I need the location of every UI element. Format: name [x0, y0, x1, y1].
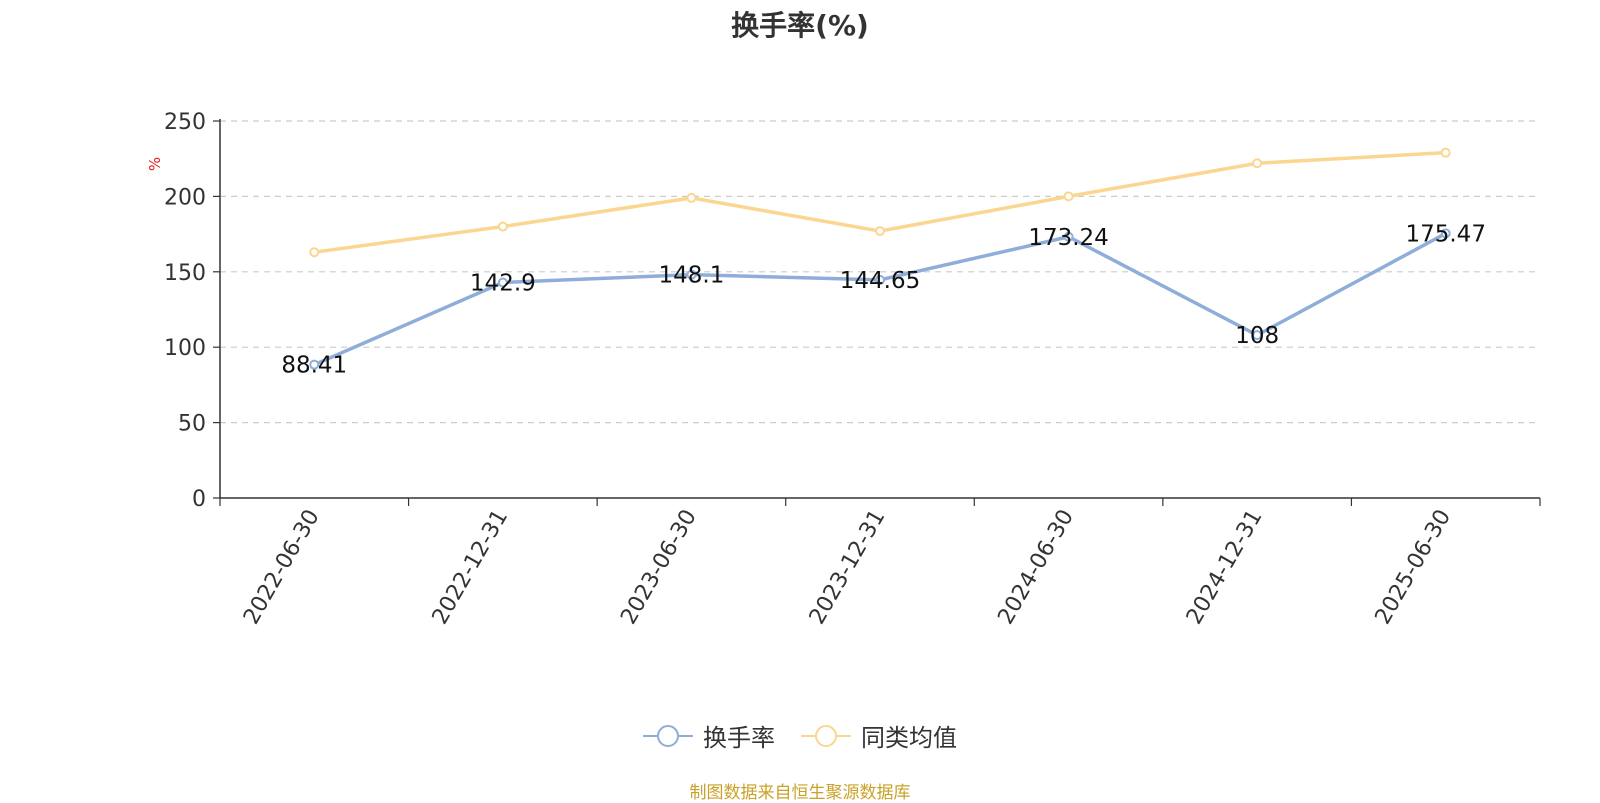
y-tick-label: 50: [178, 412, 206, 437]
data-label: 173.24: [1028, 225, 1108, 251]
data-labels: 88.41 142.9 148.1 144.65 173.24 108 175.47: [281, 221, 1486, 378]
axes: [219, 119, 1540, 499]
legend-marker-turnover: [643, 724, 693, 747]
data-label: 175.47: [1405, 221, 1485, 247]
x-tick-label: 2023-06-30: [616, 506, 702, 629]
legend-label-turnover: 换手率: [703, 724, 775, 752]
data-point-1[interactable]: [1063, 191, 1074, 202]
legend-item-peer-average[interactable]: 同类均值: [801, 718, 957, 753]
x-tick-label: 2023-12-31: [805, 506, 891, 629]
chart-title: 换手率(%): [731, 9, 869, 42]
data-point-1[interactable]: [686, 192, 697, 203]
line-chart: 0 50 100 150 200 250 2022-06-30 2022-12-31 2023…: [146, 110, 1541, 629]
y-axis-label: %: [146, 157, 164, 171]
data-point-0[interactable]: [1440, 228, 1451, 239]
data-point-1[interactable]: [1252, 158, 1263, 169]
x-axis-ticks: 2022-06-30 2022-12-31 2023-06-30 2023-12-31…: [219, 498, 1541, 629]
data-point-0[interactable]: [875, 274, 885, 285]
x-tick-label: 2022-06-30: [239, 506, 325, 629]
y-tick-label: 150: [164, 261, 206, 286]
data-point-0[interactable]: [1252, 330, 1263, 341]
series-group: [309, 147, 1451, 370]
y-tick-label: 250: [164, 110, 206, 135]
y-tick-label: 100: [164, 336, 206, 361]
legend-label-peer-average: 同类均值: [861, 724, 957, 752]
data-point-1[interactable]: [1440, 147, 1451, 158]
y-tick-label: 0: [192, 487, 206, 512]
data-point-1[interactable]: [309, 247, 320, 258]
data-label: 88.41: [281, 353, 347, 379]
data-point-0[interactable]: [309, 359, 320, 370]
data-point-1[interactable]: [875, 226, 885, 237]
data-point-0[interactable]: [686, 269, 697, 280]
data-label: 148.1: [658, 263, 724, 289]
legend: 换手率 同类均值: [0, 718, 1600, 753]
data-point-0[interactable]: [497, 277, 508, 288]
data-label: 144.65: [840, 268, 920, 294]
legend-marker-peer-average: [801, 724, 851, 747]
y-tick-label: 200: [164, 185, 206, 210]
data-point-0[interactable]: [1063, 231, 1074, 242]
x-tick-label: 2022-12-31: [428, 506, 514, 629]
series-line-1: [312, 150, 1448, 254]
data-label: 108: [1235, 323, 1279, 349]
data-label: 142.9: [470, 271, 536, 297]
data-point-1[interactable]: [497, 221, 508, 232]
x-tick-label: 2024-12-31: [1182, 506, 1268, 629]
grid-lines: [220, 120, 1540, 424]
y-axis-ticks: 0 50 100 150 200 250: [164, 110, 220, 512]
source-note: 制图数据来自恒生聚源数据库: [689, 783, 911, 803]
x-tick-label: 2025-06-30: [1371, 506, 1457, 629]
legend-item-turnover[interactable]: 换手率: [643, 718, 775, 753]
x-tick-label: 2024-06-30: [993, 506, 1079, 629]
